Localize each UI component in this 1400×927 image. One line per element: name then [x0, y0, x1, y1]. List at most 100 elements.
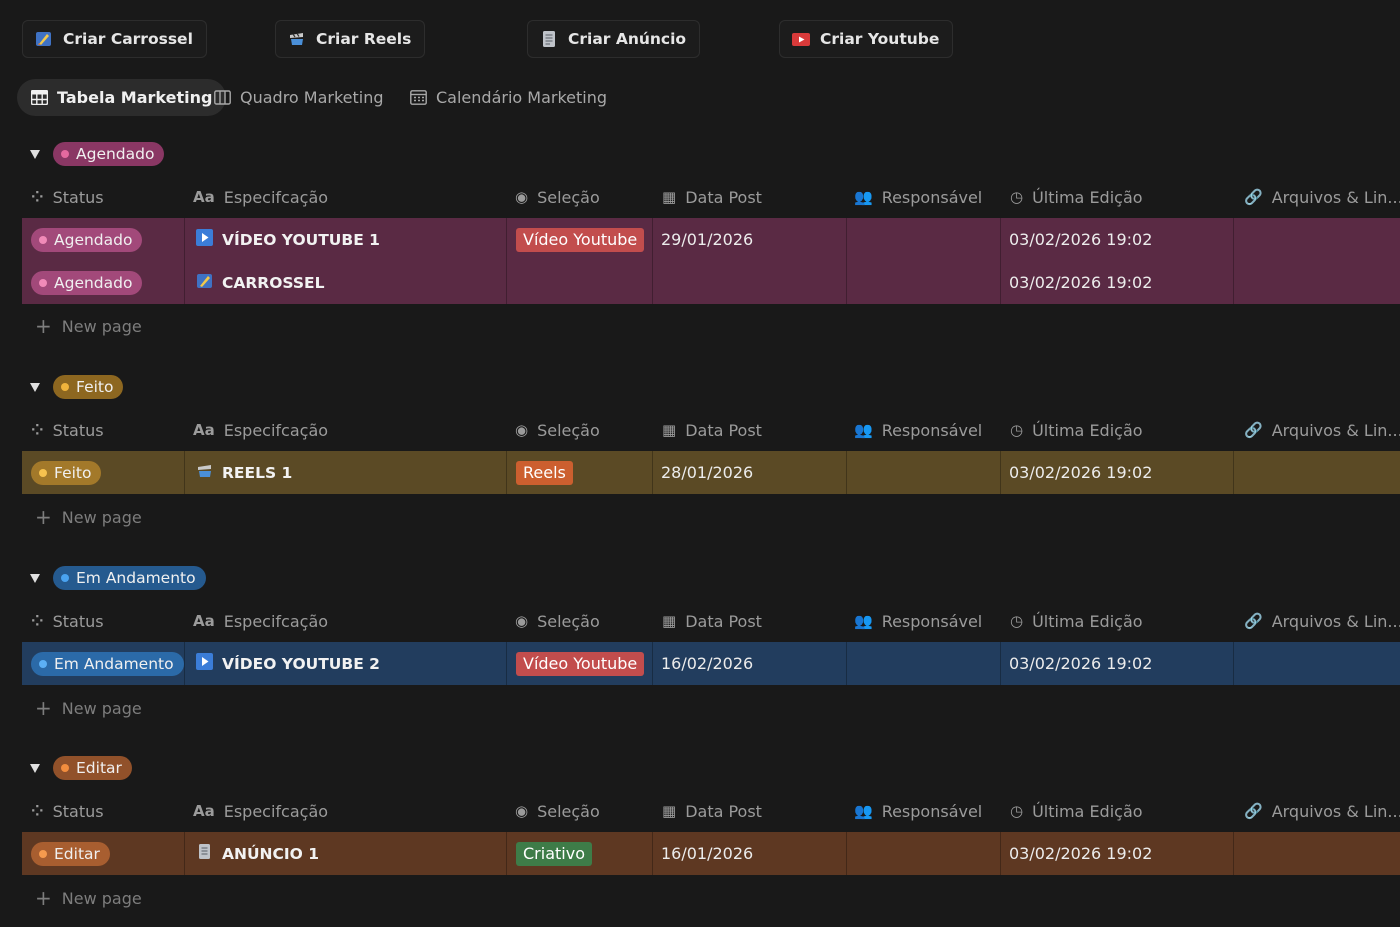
ultima-edicao-value: 03/02/2026 19:02	[1009, 654, 1153, 673]
collapse-toggle-icon[interactable]	[30, 763, 40, 773]
link-icon: 🔗	[1244, 802, 1263, 820]
table-icon	[30, 89, 49, 106]
col-spec[interactable]: Aa Especifcação	[193, 601, 328, 641]
col-spec[interactable]: Aa Especifcação	[193, 177, 328, 217]
tab-quadro-marketing[interactable]: Quadro Marketing	[200, 79, 398, 116]
text-type-icon: Aa	[193, 421, 215, 439]
table-row[interactable]: Em Andamento VÍDEO YOUTUBE 2 Vídeo Youtu…	[22, 642, 1400, 685]
clock-icon: ◷	[1010, 188, 1024, 206]
table-row[interactable]: Agendado CARROSSEL 03/02/2026 19:02	[22, 261, 1400, 304]
col-ultima-edicao[interactable]: ◷ Última Edição	[1010, 177, 1143, 217]
col-ultima-edicao[interactable]: ◷ Última Edição	[1010, 410, 1143, 450]
criar-youtube-button[interactable]: Criar Youtube	[779, 20, 954, 58]
col-selecao[interactable]: ◉ Seleção	[515, 177, 600, 217]
cell-selecao[interactable]: Criativo	[507, 832, 653, 875]
cell-status[interactable]: Em Andamento	[22, 642, 185, 685]
criar-youtube-label: Criar Youtube	[820, 30, 940, 48]
collapse-toggle-icon[interactable]	[30, 149, 40, 159]
col-responsavel[interactable]: 👥 Responsável	[854, 791, 982, 831]
cell-responsavel[interactable]	[847, 261, 1001, 304]
col-arquivos[interactable]: 🔗 Arquivos & Lin...	[1244, 410, 1400, 450]
col-data-post[interactable]: ▦ Data Post	[662, 601, 762, 641]
cell-responsavel[interactable]	[847, 832, 1001, 875]
col-label: Seleção	[537, 611, 600, 631]
cell-data-post[interactable]: 29/01/2026	[653, 218, 847, 261]
col-data-post[interactable]: ▦ Data Post	[662, 410, 762, 450]
cell-data-post[interactable]: 16/01/2026	[653, 832, 847, 875]
cell-arquivos[interactable]	[1234, 642, 1400, 685]
new-page-button[interactable]: + New page	[35, 885, 142, 911]
group-header[interactable]: Agendado	[30, 141, 165, 167]
cell-arquivos[interactable]	[1234, 218, 1400, 261]
group-pill: Feito	[53, 375, 124, 399]
col-responsavel[interactable]: 👥 Responsável	[854, 177, 982, 217]
cell-spec[interactable]: CARROSSEL	[185, 261, 507, 304]
cell-data-post[interactable]	[653, 261, 847, 304]
group-header[interactable]: Em Andamento	[30, 565, 206, 591]
criar-carrossel-button[interactable]: Criar Carrossel	[22, 20, 207, 58]
new-page-button[interactable]: + New page	[35, 695, 142, 721]
col-spec[interactable]: Aa Especifcação	[193, 791, 328, 831]
cell-responsavel[interactable]	[847, 451, 1001, 494]
status-dot-icon	[39, 235, 47, 244]
new-page-button[interactable]: + New page	[35, 313, 142, 339]
collapse-toggle-icon[interactable]	[30, 573, 40, 583]
cell-spec[interactable]: VÍDEO YOUTUBE 2	[185, 642, 507, 685]
col-status[interactable]: ⁘ Status	[31, 410, 104, 450]
col-arquivos[interactable]: 🔗 Arquivos & Lin...	[1244, 791, 1400, 831]
col-label: Responsável	[881, 187, 983, 207]
criar-reels-button[interactable]: Criar Reels	[275, 20, 426, 58]
cell-responsavel[interactable]	[847, 218, 1001, 261]
clock-icon: ◷	[1010, 802, 1024, 820]
cell-selecao[interactable]: Vídeo Youtube	[507, 218, 653, 261]
col-responsavel[interactable]: 👥 Responsável	[854, 601, 982, 641]
cell-arquivos[interactable]	[1234, 261, 1400, 304]
col-selecao[interactable]: ◉ Seleção	[515, 601, 600, 641]
cell-selecao[interactable]: Reels	[507, 451, 653, 494]
tab-calendario-marketing[interactable]: Calendário Marketing	[396, 79, 621, 116]
new-page-button[interactable]: + New page	[35, 504, 142, 530]
col-status[interactable]: ⁘ Status	[31, 791, 104, 831]
cell-data-post[interactable]: 16/02/2026	[653, 642, 847, 685]
table-row[interactable]: Agendado VÍDEO YOUTUBE 1 Vídeo Youtube 2…	[22, 218, 1400, 261]
cell-data-post[interactable]: 28/01/2026	[653, 451, 847, 494]
cell-status[interactable]: Editar	[22, 832, 185, 875]
cell-status[interactable]: Agendado	[22, 261, 185, 304]
group-name: Agendado	[76, 145, 155, 163]
col-selecao[interactable]: ◉ Seleção	[515, 410, 600, 450]
status-pill: Em Andamento	[31, 651, 184, 676]
cell-status[interactable]: Agendado	[22, 218, 185, 261]
cell-spec[interactable]: REELS 1	[185, 451, 507, 494]
cell-spec[interactable]: VÍDEO YOUTUBE 1	[185, 218, 507, 261]
tab-tabela-marketing[interactable]: Tabela Marketing	[17, 79, 227, 116]
cell-selecao[interactable]	[507, 261, 653, 304]
collapse-toggle-icon[interactable]	[30, 382, 40, 392]
cell-spec[interactable]: ANÚNCIO 1	[185, 832, 507, 875]
col-status[interactable]: ⁘ Status	[31, 601, 104, 641]
col-responsavel[interactable]: 👥 Responsável	[854, 410, 982, 450]
cell-selecao[interactable]: Vídeo Youtube	[507, 642, 653, 685]
group-name: Em Andamento	[76, 569, 196, 587]
col-ultima-edicao[interactable]: ◷ Última Edição	[1010, 791, 1143, 831]
cell-status[interactable]: Feito	[22, 451, 185, 494]
table-row[interactable]: Feito REELS 1 Reels 28/01/2026 03/02/202…	[22, 451, 1400, 494]
status-label: Agendado	[54, 273, 133, 292]
criar-anuncio-button[interactable]: Criar Anúncio	[527, 20, 701, 58]
col-arquivos[interactable]: 🔗 Arquivos & Lin...	[1244, 601, 1400, 641]
selecao-tag: Criativo	[516, 841, 592, 866]
cell-arquivos[interactable]	[1234, 832, 1400, 875]
group-header[interactable]: Feito	[30, 374, 124, 400]
cell-responsavel[interactable]	[847, 642, 1001, 685]
col-spec[interactable]: Aa Especifcação	[193, 410, 328, 450]
table-row[interactable]: Editar ANÚNCIO 1 Criativo 16/01/2026 03/…	[22, 832, 1400, 875]
col-selecao[interactable]: ◉ Seleção	[515, 791, 600, 831]
group-header[interactable]: Editar	[30, 755, 132, 781]
col-arquivos[interactable]: 🔗 Arquivos & Lin...	[1244, 177, 1400, 217]
col-data-post[interactable]: ▦ Data Post	[662, 177, 762, 217]
col-data-post[interactable]: ▦ Data Post	[662, 791, 762, 831]
col-label: Status	[52, 420, 104, 440]
data-post-value: 16/02/2026	[661, 654, 754, 673]
col-ultima-edicao[interactable]: ◷ Última Edição	[1010, 601, 1143, 641]
cell-arquivos[interactable]	[1234, 451, 1400, 494]
col-status[interactable]: ⁘ Status	[31, 177, 104, 217]
